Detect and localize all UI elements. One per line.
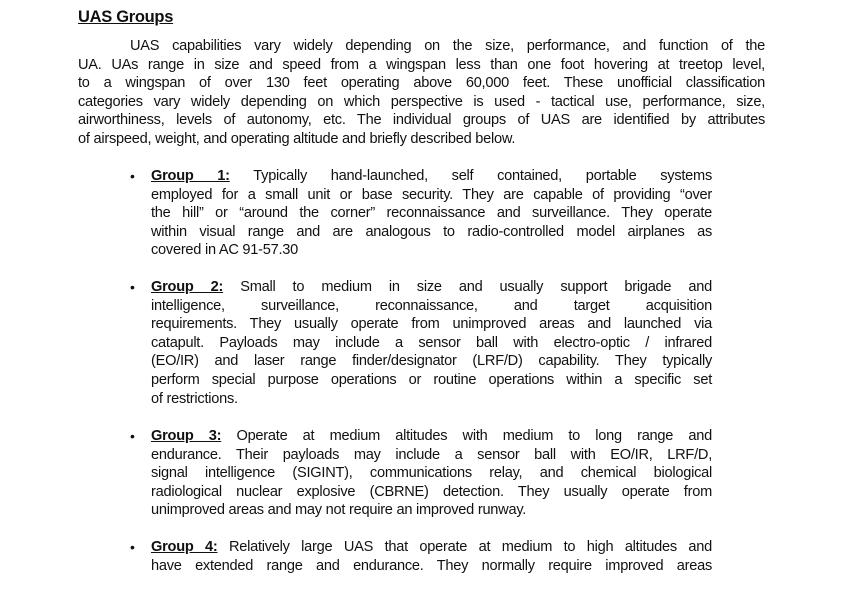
text-line: Group 3: Operate at medium altitudes wit…	[151, 428, 712, 444]
group-item: • Group 3: Operate at medium altitudes wi…	[130, 427, 712, 520]
text-line: Group 4: Relatively large UAS that opera…	[151, 539, 712, 555]
text-line: UAS capabilities vary widely depending o…	[130, 38, 765, 54]
text-line: (EO/IR) and laser range finder/designato…	[151, 353, 712, 370]
group-item: • Group 1: Typically hand-launched, self …	[130, 167, 712, 260]
group-label: Group 2:	[151, 279, 224, 295]
bullet-icon: •	[130, 168, 135, 184]
text-line: perform special purpose operations or ro…	[151, 371, 712, 388]
text-line: categories vary widely depending on whic…	[78, 93, 765, 110]
text-line: covered in AC 91-57.30	[151, 242, 299, 259]
section-title: UAS Groups	[78, 8, 174, 26]
text-line: radiological nuclear explosive (CBRNE) d…	[151, 483, 712, 500]
group-item: • Group 2: Small to medium in size and us…	[130, 278, 712, 408]
text-line: have extended range and endurance. They …	[151, 557, 712, 574]
text-line: Group 2: Small to medium in size and usu…	[151, 279, 712, 295]
bullet-icon: •	[130, 279, 135, 295]
text-line: endurance. Their payloads may include a …	[151, 446, 712, 463]
text-line: unimproved areas and may not require an …	[151, 502, 527, 519]
text-line: to a wingspan of over 130 feet operating…	[78, 75, 765, 92]
text-line: of airspeed, weight, and operating altit…	[78, 130, 516, 147]
group-label: Group 3:	[151, 428, 222, 444]
text-line: intelligence, surveillance, reconnaissan…	[151, 297, 712, 314]
text-line: catapult. Payloads may include a sensor …	[151, 334, 712, 351]
group-label: Group 1:	[151, 168, 230, 184]
intro-paragraph: UAS capabilities vary widely depending o…	[78, 37, 765, 149]
text-line: within visual range and are analogous to…	[151, 223, 712, 240]
text-line: the hill” or “around the corner” reconna…	[151, 205, 712, 222]
bullet-icon: •	[130, 428, 135, 444]
text-line: employed for a small unit or base securi…	[151, 186, 712, 203]
group-item: • Group 4: Relatively large UAS that oper…	[130, 538, 712, 575]
text-line: of restrictions.	[151, 390, 238, 407]
text-line: signal intelligence (SIGINT), communicat…	[151, 465, 712, 482]
group-label: Group 4:	[151, 539, 218, 555]
text-line: requirements. They usually operate from …	[151, 316, 712, 333]
text-line: UA. UAs range in size and speed from a w…	[78, 56, 765, 73]
text-line: Group 1: Typically hand-launched, self c…	[151, 168, 713, 184]
text-line: airworthiness, levels of autonomy, etc. …	[78, 112, 765, 129]
bullet-icon: •	[130, 539, 135, 555]
